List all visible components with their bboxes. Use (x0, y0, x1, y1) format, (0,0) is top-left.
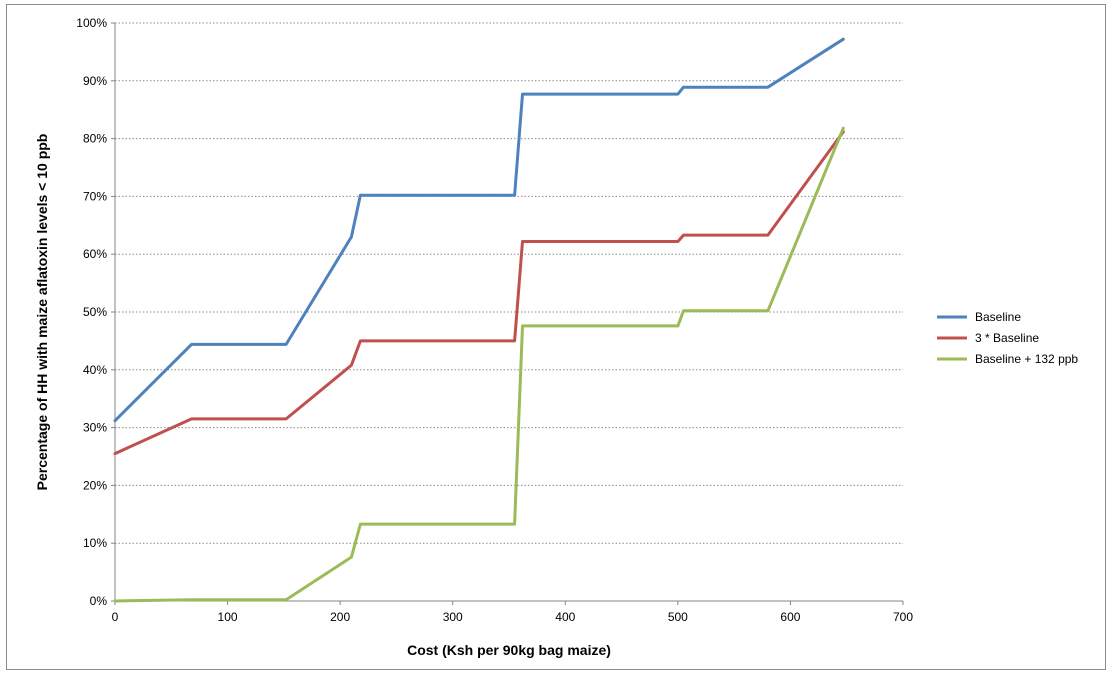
chart-area: 0% 10% 20% 30% 40% 50% 60% 70% 80% 90% 100% 0 100 200… (6, 4, 1106, 670)
y-tick-label: 100% (76, 16, 107, 30)
y-tick-label: 0% (90, 594, 108, 608)
x-tick-label: 500 (668, 610, 688, 624)
series-line-3 (113, 126, 845, 603)
x-tick-label: 600 (780, 610, 800, 624)
y-tick-label: 80% (83, 132, 107, 146)
y-tick-label: 40% (83, 363, 107, 377)
legend-label: 3 * Baseline (975, 331, 1039, 345)
y-tick-label: 70% (83, 189, 107, 203)
legend-label: Baseline + 132 ppb (975, 352, 1078, 366)
legend: Baseline 3 * Baseline Baseline + 132 ppb (937, 310, 1078, 366)
x-axis-title: Cost (Ksh per 90kg bag maize) (407, 642, 611, 658)
x-tick-label: 100 (218, 610, 238, 624)
x-tick-label: 0 (112, 610, 119, 624)
x-tick-label: 200 (330, 610, 350, 624)
y-tick-label: 90% (83, 74, 107, 88)
gridlines (115, 22, 903, 544)
y-tick-label: 10% (83, 536, 107, 550)
axes: 0% 10% 20% 30% 40% 50% 60% 70% 80% 90% 100% 0 100 200… (76, 16, 913, 624)
y-tick-label: 60% (83, 247, 107, 261)
legend-label: Baseline (975, 310, 1021, 324)
x-tick-label: 300 (443, 610, 463, 624)
x-tick-label: 400 (555, 610, 575, 624)
series-line-1 (113, 37, 845, 423)
y-tick-label: 20% (83, 478, 107, 492)
series-line-2 (113, 130, 845, 456)
y-tick-label: 30% (83, 421, 107, 435)
y-axis-title: Percentage of HH with maize aflatoxin le… (34, 134, 50, 491)
line-chart: 0% 10% 20% 30% 40% 50% 60% 70% 80% 90% 100% 0 100 200… (34, 16, 1078, 658)
y-tick-label: 50% (83, 305, 107, 319)
series-lines (113, 37, 845, 603)
x-tick-label: 700 (893, 610, 913, 624)
